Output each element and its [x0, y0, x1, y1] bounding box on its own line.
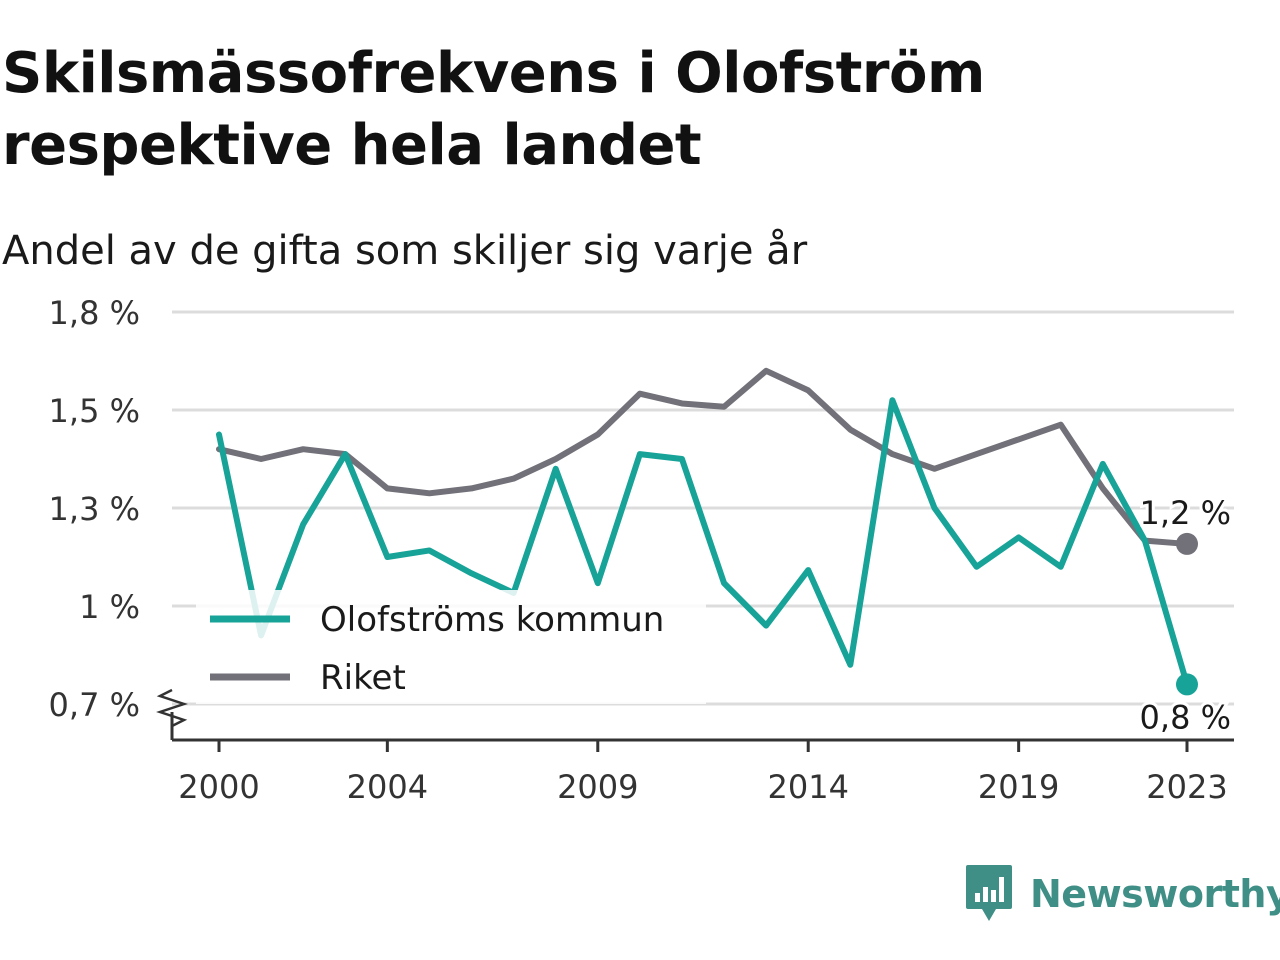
- legend-label: Riket: [320, 658, 406, 698]
- y-tick-label: 0,7 %: [49, 686, 140, 724]
- x-tick-label: 2023: [1146, 768, 1227, 806]
- series-lines: [216, 367, 1198, 696]
- legend: Olofströms kommun Riket: [196, 590, 706, 704]
- x-axis: 2000 2004 2009 2014 2019 2023: [156, 688, 1234, 806]
- x-tick-label: 2014: [767, 768, 848, 806]
- end-label-riket: 1,2 %: [1140, 494, 1231, 532]
- y-tick-label: 1 %: [79, 588, 140, 626]
- newsworthy-logo-icon: [966, 865, 1012, 921]
- x-tick-label: 2004: [347, 768, 428, 806]
- x-tick-label: 2009: [557, 768, 638, 806]
- end-point: [1176, 673, 1198, 696]
- legend-background: [196, 590, 706, 704]
- chart-subtitle: Andel av de gifta som skiljer sig varje …: [2, 228, 808, 274]
- y-axis-ticks: 0,7 % 1 % 1,3 % 1,5 % 1,8 %: [49, 294, 140, 724]
- series-line: [216, 397, 1190, 688]
- end-labels: 1,2 % 0,8 %: [1137, 491, 1234, 739]
- y-tick-label: 1,3 %: [49, 490, 140, 528]
- line-chart: 0,7 % 1 % 1,3 % 1,5 % 1,8 % 2000 2004 2009 2014…: [49, 294, 1234, 806]
- y-axis-break-icon: [156, 688, 188, 728]
- x-tick-label: 2019: [978, 768, 1059, 806]
- end-label-olofstrom: 0,8 %: [1140, 698, 1231, 736]
- y-tick-label: 1,8 %: [49, 294, 140, 332]
- end-point: [1176, 532, 1198, 555]
- y-tick-label: 1,5 %: [49, 392, 140, 430]
- x-tick-label: 2000: [178, 768, 259, 806]
- series-line: [216, 367, 1190, 547]
- brand: Newsworthy: [964, 862, 1280, 926]
- brand-name: Newsworthy: [1030, 872, 1280, 916]
- chart-title: Skilsmässofrekvens i Olofström respektiv…: [2, 41, 985, 178]
- legend-label: Olofströms kommun: [320, 600, 664, 640]
